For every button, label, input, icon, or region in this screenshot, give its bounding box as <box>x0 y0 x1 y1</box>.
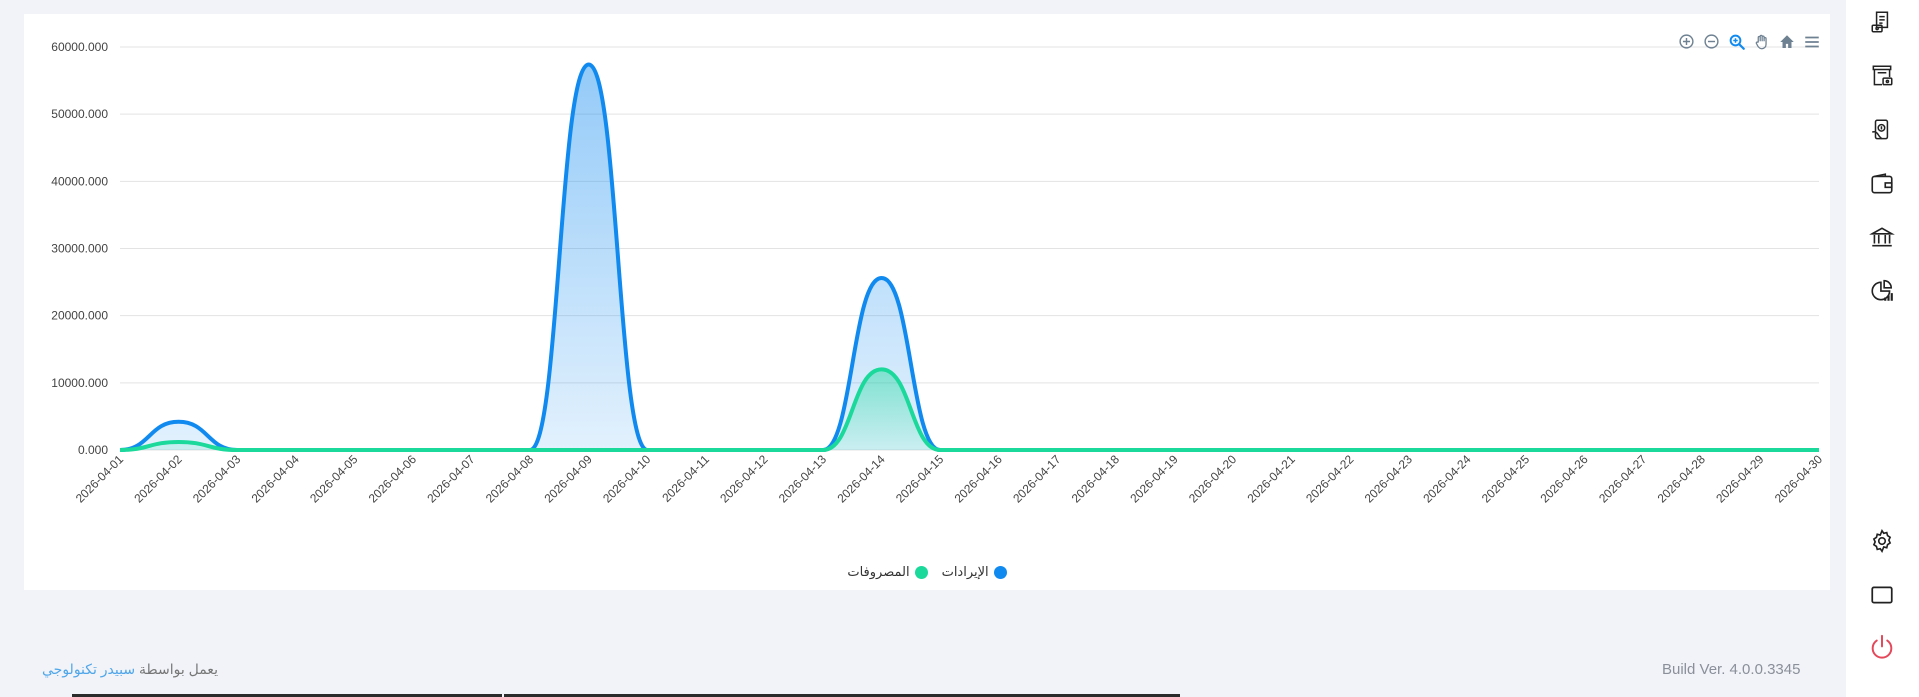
series-line-0 <box>119 62 1819 452</box>
settings-icon <box>1872 528 1892 554</box>
x-tick-label-11: 2026-04-12 <box>717 452 771 506</box>
sidebar-item-reports[interactable] <box>1867 276 1897 306</box>
powered-by: يعمل بواسطة سبيدر تكنولوجي <box>42 661 218 678</box>
selection-zoom-button[interactable] <box>1726 31 1747 52</box>
x-tick-label-27: 2026-04-28 <box>1655 452 1709 506</box>
menu-icon <box>1804 36 1819 47</box>
payment-icon <box>1871 119 1889 140</box>
x-tick-label-1: 2026-04-02 <box>131 452 185 506</box>
x-tick-label-15: 2026-04-16 <box>952 452 1006 506</box>
y-tick-label-2: 20000.000 <box>51 309 108 323</box>
series-area-0 <box>120 64 1819 451</box>
x-tick-label-28: 2026-04-29 <box>1713 452 1767 506</box>
power-icon <box>1871 634 1893 659</box>
x-tick-label-16: 2026-04-17 <box>1010 452 1064 506</box>
y-tick-label-6: 60000.000 <box>51 40 108 54</box>
x-tick-label-21: 2026-04-22 <box>1303 452 1357 506</box>
chart-toolbar <box>1676 31 1822 52</box>
x-tick-label-26: 2026-04-27 <box>1596 452 1650 506</box>
x-tick-label-25: 2026-04-26 <box>1537 452 1591 506</box>
sidebar-item-logout[interactable] <box>1867 632 1897 662</box>
y-tick-label-0: 0.000 <box>78 443 108 457</box>
legend-marker-expenses <box>914 565 928 579</box>
x-tick-label-18: 2026-04-19 <box>1127 452 1181 506</box>
x-tick-label-20: 2026-04-21 <box>1245 452 1299 506</box>
sidebar-item-fullscreen[interactable] <box>1867 580 1897 610</box>
x-tick-label-0: 2026-04-01 <box>73 452 127 506</box>
zoom-in-button[interactable] <box>1676 31 1697 52</box>
y-tick-label-3: 30000.000 <box>51 242 108 256</box>
powered-by-prefix: يعمل بواسطة <box>138 661 218 677</box>
chart-menu-button[interactable] <box>1801 31 1822 52</box>
x-tick-label-17: 2026-04-18 <box>1069 452 1123 506</box>
x-tick-label-29: 2026-04-30 <box>1772 452 1826 506</box>
x-tick-label-2: 2026-04-03 <box>190 452 244 506</box>
x-tick-label-23: 2026-04-24 <box>1420 452 1474 506</box>
legend-label-expenses: المصروفات <box>847 564 910 579</box>
legend-marker-revenue <box>993 565 1007 579</box>
sidebar-item-settings[interactable] <box>1867 526 1897 556</box>
series-area-1 <box>120 369 1819 450</box>
zoom-in-icon <box>1679 34 1694 49</box>
bank-icon <box>1869 227 1895 247</box>
y-tick-label-1: 10000.000 <box>51 376 108 390</box>
area-chart: 0.000 10000.000 20000.000 30000.000 40000.00… <box>51 40 1826 506</box>
x-tick-label-4: 2026-04-05 <box>307 452 361 506</box>
legend-item-expenses[interactable]: المصروفات <box>847 564 928 580</box>
y-tick-label-5: 50000.000 <box>51 107 108 121</box>
chart-legend: الإيرادات المصروفات <box>24 564 1830 580</box>
sidebar-item-wallet[interactable] <box>1867 169 1897 199</box>
main-content: 0.000 10000.000 20000.000 30000.000 40000.00… <box>24 14 1830 678</box>
zoom-out-button[interactable] <box>1701 31 1722 52</box>
taskbar-edge-right <box>504 694 1180 697</box>
taskbar-edge-left <box>72 694 502 697</box>
x-tick-label-13: 2026-04-14 <box>834 452 888 506</box>
pan-icon <box>1755 34 1767 49</box>
revenue-expense-chart-card: 0.000 10000.000 20000.000 30000.000 40000.00… <box>24 14 1830 590</box>
store-icon <box>1872 65 1893 86</box>
sidebar-item-store[interactable] <box>1867 61 1897 91</box>
powered-by-brand-link[interactable]: سبيدر تكنولوجي <box>42 661 136 677</box>
x-tick-label-8: 2026-04-09 <box>542 452 596 506</box>
sidebar-item-bank[interactable] <box>1867 222 1897 252</box>
x-tick-label-14: 2026-04-15 <box>893 452 947 506</box>
x-tick-label-19: 2026-04-20 <box>1186 452 1240 506</box>
series-line-1 <box>119 367 1819 452</box>
build-version: Build Ver. 4.0.0.3345 <box>1662 661 1801 678</box>
legend-item-revenue[interactable]: الإيرادات <box>942 564 1007 580</box>
wallet-icon <box>1871 173 1893 194</box>
invoice-icon <box>1871 11 1889 33</box>
right-sidebar <box>1846 0 1919 697</box>
reset-home-icon <box>1779 34 1794 48</box>
x-tick-label-7: 2026-04-08 <box>483 452 537 506</box>
y-tick-label-4: 40000.000 <box>51 174 108 188</box>
pan-button[interactable] <box>1751 31 1772 52</box>
x-tick-label-22: 2026-04-23 <box>1362 452 1416 506</box>
legend-label-revenue: الإيرادات <box>941 564 989 579</box>
fullscreen-icon <box>1871 586 1893 604</box>
zoom-out-icon <box>1704 34 1719 49</box>
x-tick-label-12: 2026-04-13 <box>776 452 830 506</box>
reset-zoom-button[interactable] <box>1776 31 1797 52</box>
x-tick-label-10: 2026-04-11 <box>659 452 712 505</box>
x-tick-label-6: 2026-04-07 <box>424 452 478 506</box>
x-tick-label-9: 2026-04-10 <box>600 452 654 506</box>
x-tick-label-3: 2026-04-04 <box>249 452 303 506</box>
x-tick-label-5: 2026-04-06 <box>366 452 420 506</box>
selection-zoom-icon <box>1729 34 1745 50</box>
x-tick-label-24: 2026-04-25 <box>1479 452 1533 506</box>
sidebar-item-invoices[interactable] <box>1867 7 1897 37</box>
reports-chart-icon <box>1871 279 1893 301</box>
sidebar-item-payments[interactable] <box>1867 115 1897 145</box>
